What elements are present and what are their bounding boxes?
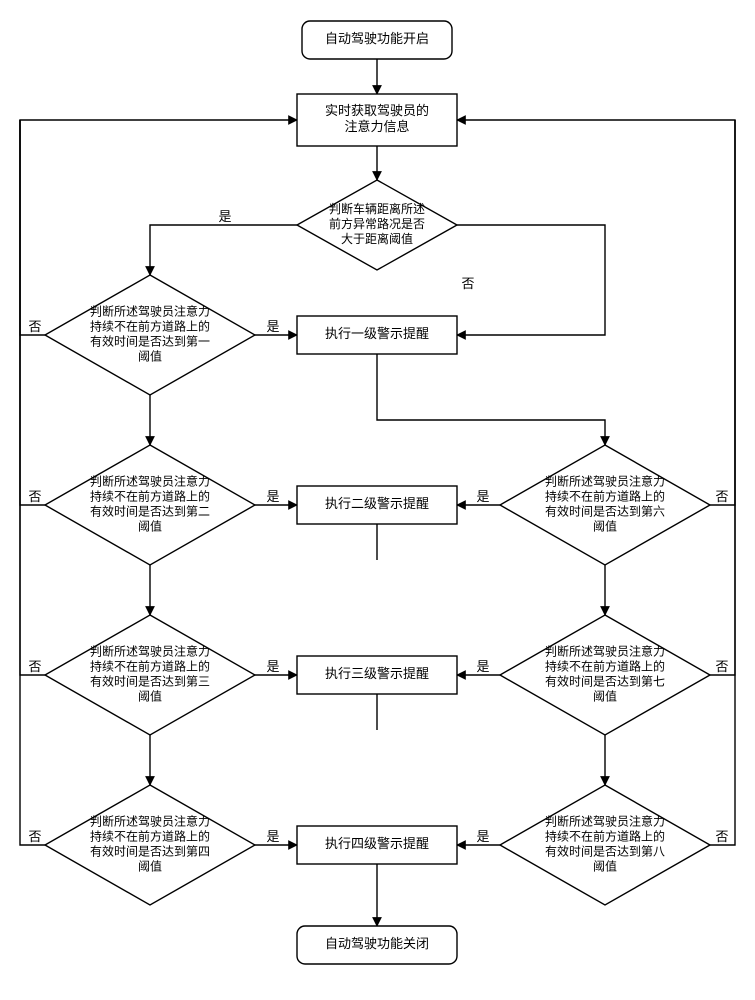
edge-label: 否 xyxy=(715,489,728,504)
node-a2: 执行二级警示提醒 xyxy=(297,486,457,524)
node-dL4: 判断所述驾驶员注意力持续不在前方道路上的有效时间是否达到第四阈值 xyxy=(45,785,255,905)
node-label: 判断所述驾驶员注意力 xyxy=(545,643,665,658)
node-label: 有效时间是否达到第一 xyxy=(90,333,210,348)
node-dL2: 判断所述驾驶员注意力持续不在前方道路上的有效时间是否达到第二阈值 xyxy=(45,445,255,565)
edge-label: 否 xyxy=(461,276,474,291)
node-a3: 执行三级警示提醒 xyxy=(297,656,457,694)
node-label: 判断所述驾驶员注意力 xyxy=(90,643,210,658)
node-label: 有效时间是否达到第二 xyxy=(90,503,210,518)
edge-label: 否 xyxy=(715,829,728,844)
node-label: 执行二级警示提醒 xyxy=(325,496,429,511)
node-label: 阈值 xyxy=(138,348,162,363)
flowchart-canvas: 是否是是是是否否否否是是是否否否自动驾驶功能开启实时获取驾驶员的注意力信息判断车… xyxy=(0,0,755,1000)
node-getinfo: 实时获取驾驶员的注意力信息 xyxy=(297,94,457,146)
edge-label: 否 xyxy=(28,489,41,504)
node-dR6: 判断所述驾驶员注意力持续不在前方道路上的有效时间是否达到第六阈值 xyxy=(500,445,710,565)
edge xyxy=(457,225,605,335)
edge xyxy=(20,120,45,505)
node-label: 判断所述驾驶员注意力 xyxy=(90,473,210,488)
node-a4: 执行四级警示提醒 xyxy=(297,826,457,864)
node-label: 大于距离阈值 xyxy=(341,231,413,246)
node-start: 自动驾驶功能开启 xyxy=(302,21,452,59)
node-label: 持续不在前方道路上的 xyxy=(90,318,210,333)
node-label: 阈值 xyxy=(138,688,162,703)
node-label: 有效时间是否达到第四 xyxy=(90,843,210,858)
edge-label: 是 xyxy=(266,319,279,334)
edge xyxy=(20,120,45,675)
edge-label: 是 xyxy=(476,489,489,504)
edge-label: 是 xyxy=(266,829,279,844)
edge xyxy=(710,120,735,845)
edge-label: 是 xyxy=(476,659,489,674)
edge-label: 否 xyxy=(28,829,41,844)
node-label: 阈值 xyxy=(138,858,162,873)
node-dR8: 判断所述驾驶员注意力持续不在前方道路上的有效时间是否达到第八阈值 xyxy=(500,785,710,905)
node-label: 阈值 xyxy=(138,518,162,533)
edge xyxy=(457,120,735,505)
node-label: 前方异常路况是否 xyxy=(329,216,425,231)
edge xyxy=(377,354,605,445)
node-label: 持续不在前方道路上的 xyxy=(90,488,210,503)
node-end: 自动驾驶功能关闭 xyxy=(297,926,457,964)
node-label: 持续不在前方道路上的 xyxy=(545,488,665,503)
node-label: 判断所述驾驶员注意力 xyxy=(545,473,665,488)
node-label: 自动驾驶功能开启 xyxy=(325,31,429,46)
node-dL1: 判断所述驾驶员注意力持续不在前方道路上的有效时间是否达到第一阈值 xyxy=(45,275,255,395)
node-dist: 判断车辆距离所述前方异常路况是否大于距离阈值 xyxy=(297,180,457,270)
edge-label: 否 xyxy=(715,659,728,674)
node-label: 阈值 xyxy=(593,518,617,533)
node-label: 阈值 xyxy=(593,688,617,703)
node-label: 有效时间是否达到第三 xyxy=(90,673,210,688)
edge-label: 是 xyxy=(266,659,279,674)
node-label: 有效时间是否达到第七 xyxy=(545,673,665,688)
node-a1: 执行一级警示提醒 xyxy=(297,316,457,354)
node-label: 判断所述驾驶员注意力 xyxy=(90,813,210,828)
edge-label: 是 xyxy=(218,209,231,224)
node-label: 持续不在前方道路上的 xyxy=(545,658,665,673)
node-label: 执行四级警示提醒 xyxy=(325,836,429,851)
node-label: 自动驾驶功能关闭 xyxy=(325,936,429,951)
node-label: 有效时间是否达到第六 xyxy=(545,503,665,518)
node-label: 执行一级警示提醒 xyxy=(325,326,429,341)
node-label: 执行三级警示提醒 xyxy=(325,666,429,681)
node-label: 有效时间是否达到第八 xyxy=(545,843,665,858)
node-label: 判断车辆距离所述 xyxy=(329,201,425,216)
node-label: 判断所述驾驶员注意力 xyxy=(90,303,210,318)
edge xyxy=(150,225,297,275)
node-label: 持续不在前方道路上的 xyxy=(545,828,665,843)
node-dR7: 判断所述驾驶员注意力持续不在前方道路上的有效时间是否达到第七阈值 xyxy=(500,615,710,735)
edge xyxy=(20,120,45,845)
node-label: 判断所述驾驶员注意力 xyxy=(545,813,665,828)
node-label: 实时获取驾驶员的 xyxy=(325,103,429,118)
edge-label: 是 xyxy=(266,489,279,504)
node-label: 注意力信息 xyxy=(344,119,409,134)
node-dL3: 判断所述驾驶员注意力持续不在前方道路上的有效时间是否达到第三阈值 xyxy=(45,615,255,735)
edge-label: 否 xyxy=(28,659,41,674)
node-label: 持续不在前方道路上的 xyxy=(90,828,210,843)
node-label: 阈值 xyxy=(593,858,617,873)
node-label: 持续不在前方道路上的 xyxy=(90,658,210,673)
edge xyxy=(710,120,735,675)
edge-label: 是 xyxy=(476,829,489,844)
edge-label: 否 xyxy=(28,319,41,334)
